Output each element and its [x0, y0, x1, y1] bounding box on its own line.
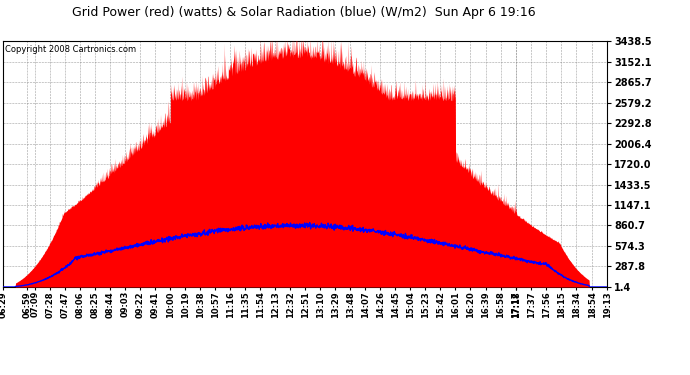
Text: Copyright 2008 Cartronics.com: Copyright 2008 Cartronics.com	[6, 45, 137, 54]
Text: Grid Power (red) (watts) & Solar Radiation (blue) (W/m2)  Sun Apr 6 19:16: Grid Power (red) (watts) & Solar Radiati…	[72, 6, 535, 19]
